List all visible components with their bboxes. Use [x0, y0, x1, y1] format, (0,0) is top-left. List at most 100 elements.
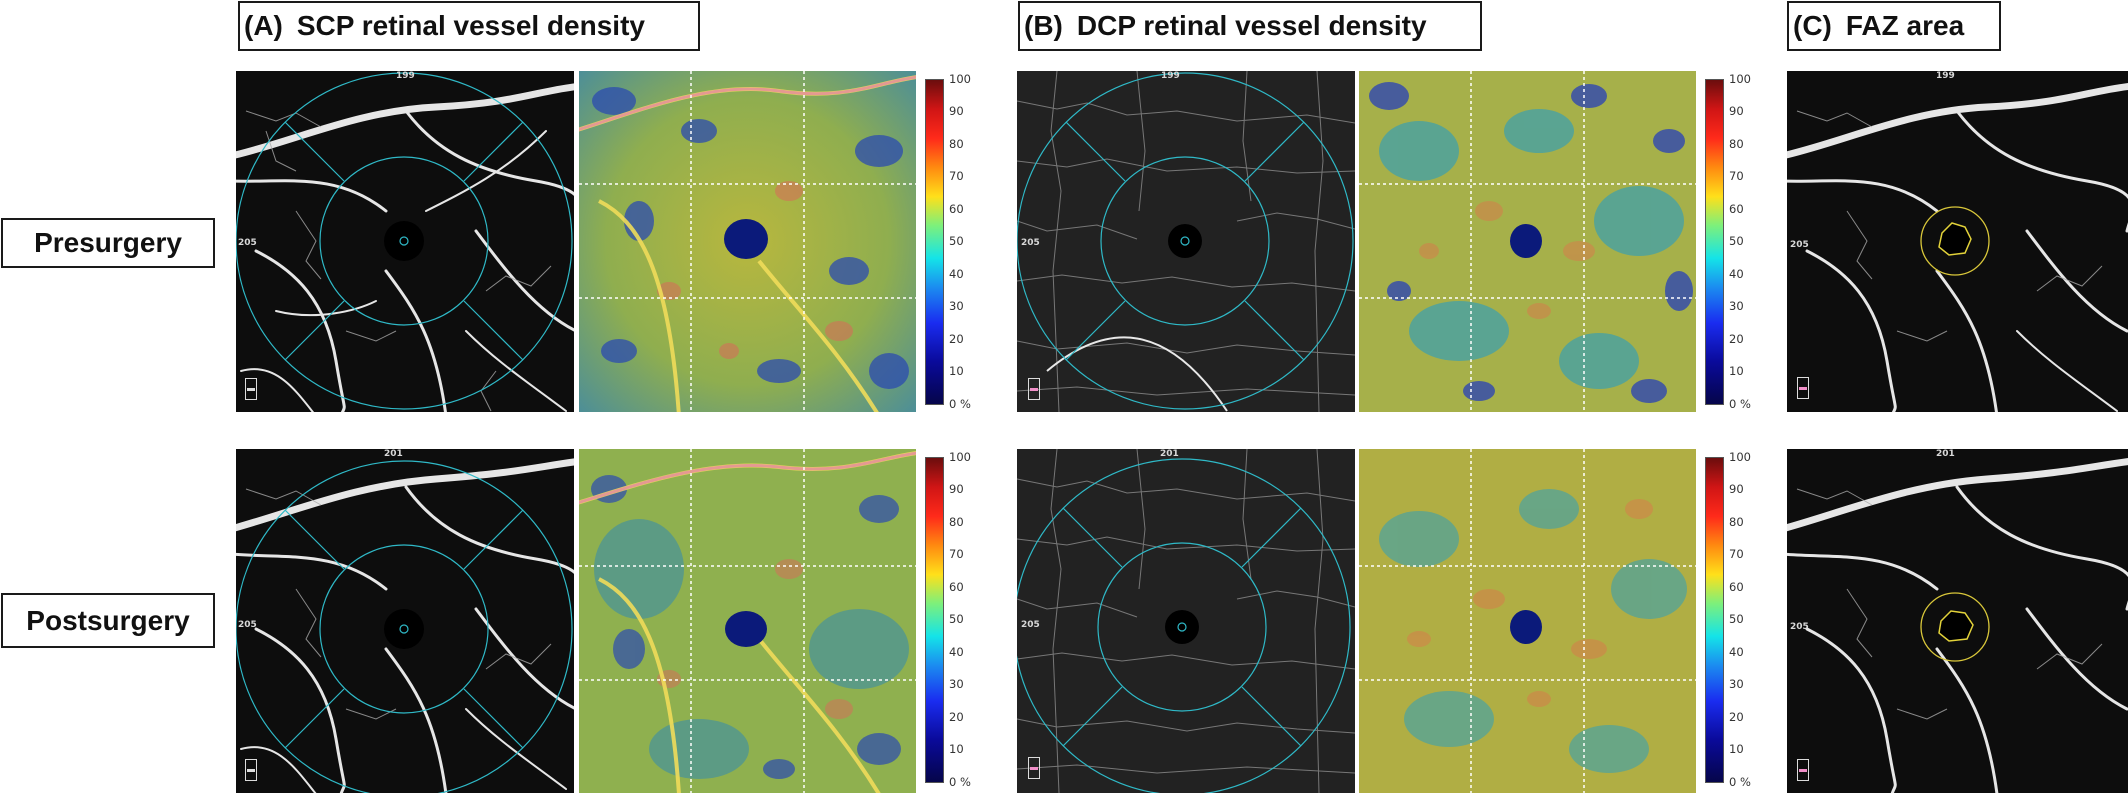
colorbar-tick: 60 — [949, 202, 964, 216]
scp-density-map-post-graphic — [579, 449, 916, 793]
colorbar-tick: 80 — [1729, 515, 1744, 529]
colorbar-tick: 90 — [949, 104, 964, 118]
faz-angiogram-post: 201 205 — [1787, 449, 2128, 793]
colorbar-tick: 90 — [1729, 482, 1744, 496]
dcp-density-map-pre — [1359, 71, 1696, 412]
scp-density-map-pre-graphic — [579, 71, 916, 412]
colorbar-tick: 20 — [949, 710, 964, 724]
section-header-a: (A) SCP retinal vessel density — [238, 1, 700, 51]
colorbar-tick: 50 — [949, 234, 964, 248]
faz-angiogram-post-graphic — [1787, 458, 2128, 793]
colorbar-tick: 100 — [949, 450, 971, 464]
section-title-a: SCP retinal vessel density — [296, 10, 645, 41]
section-header-b: (B) DCP retinal vessel density — [1018, 1, 1482, 51]
colorbar-tick: 0 % — [1729, 775, 1751, 789]
colorbar-scp-pre: 100 90 80 70 60 50 40 30 20 10 0 % — [925, 73, 1005, 415]
colorbar-tick: 10 — [949, 364, 964, 378]
colorbar-tick: 30 — [1729, 677, 1744, 691]
colorbar-tick: 60 — [1729, 202, 1744, 216]
scp-angiogram-pre: 199 205 — [236, 71, 574, 412]
scan-left-label: 205 — [1790, 240, 1809, 250]
colorbar-gradient — [925, 79, 944, 405]
colorbar-tick: 70 — [949, 169, 964, 183]
scp-density-map-pre — [579, 71, 916, 412]
colorbar-tick: 90 — [1729, 104, 1744, 118]
scp-angiogram-post-graphic — [236, 458, 574, 793]
layer-icon — [245, 759, 257, 781]
scan-left-label: 205 — [238, 238, 257, 248]
colorbar-tick: 70 — [1729, 169, 1744, 183]
colorbar-tick: 80 — [949, 515, 964, 529]
colorbar-tick: 10 — [1729, 364, 1744, 378]
colorbar-tick: 20 — [1729, 332, 1744, 346]
colorbar-tick: 70 — [949, 547, 964, 561]
dcp-angiogram-pre-graphic — [1017, 71, 1355, 412]
colorbar-tick: 10 — [949, 742, 964, 756]
section-tag-a: (A) — [244, 10, 283, 41]
scan-left-label: 205 — [1021, 238, 1040, 248]
scan-left-label: 205 — [238, 620, 257, 630]
scp-angiogram-pre-graphic — [236, 72, 574, 412]
colorbar-tick: 0 % — [1729, 397, 1751, 411]
layer-icon — [1797, 759, 1809, 781]
colorbar-tick: 70 — [1729, 547, 1744, 561]
colorbar-scp-post: 100 90 80 70 60 50 40 30 20 10 0 % — [925, 451, 1005, 793]
colorbar-tick: 40 — [949, 267, 964, 281]
scan-top-label: 201 — [1936, 449, 1955, 459]
row-label-presurgery: Presurgery — [1, 218, 215, 268]
colorbar-tick: 20 — [1729, 710, 1744, 724]
dcp-density-map-post-graphic — [1359, 449, 1696, 793]
colorbar-dcp-post: 100 90 80 70 60 50 40 30 20 10 0 % — [1705, 451, 1785, 793]
layer-icon — [1028, 757, 1040, 779]
colorbar-tick: 10 — [1729, 742, 1744, 756]
scan-left-label: 205 — [1021, 620, 1040, 630]
colorbar-tick: 100 — [1729, 450, 1751, 464]
section-title-b: DCP retinal vessel density — [1076, 10, 1427, 41]
scan-top-label: 201 — [384, 449, 403, 459]
colorbar-tick: 30 — [949, 677, 964, 691]
colorbar-tick: 80 — [949, 137, 964, 151]
colorbar-tick: 40 — [1729, 645, 1744, 659]
dcp-angiogram-pre: 199 205 — [1017, 71, 1355, 412]
colorbar-gradient — [1705, 457, 1724, 783]
colorbar-tick: 50 — [1729, 612, 1744, 626]
colorbar-tick: 60 — [1729, 580, 1744, 594]
scan-top-label: 199 — [396, 71, 415, 81]
colorbar-tick: 20 — [949, 332, 964, 346]
colorbar-dcp-pre: 100 90 80 70 60 50 40 30 20 10 0 % — [1705, 73, 1785, 415]
faz-angiogram-pre-graphic — [1787, 82, 2128, 412]
colorbar-tick: 0 % — [949, 775, 971, 789]
colorbar-tick: 100 — [949, 72, 971, 86]
colorbar-gradient — [925, 457, 944, 783]
colorbar-gradient — [1705, 79, 1724, 405]
scan-top-label: 199 — [1161, 71, 1180, 81]
section-tag-c: (C) — [1793, 10, 1832, 41]
scan-top-label: 201 — [1160, 449, 1179, 459]
layer-icon — [245, 378, 257, 400]
layer-icon — [1797, 377, 1809, 399]
scan-top-label: 199 — [1936, 71, 1955, 81]
dcp-angiogram-post-graphic — [1017, 449, 1355, 793]
colorbar-tick: 50 — [1729, 234, 1744, 248]
colorbar-tick: 0 % — [949, 397, 971, 411]
section-header-c: (C) FAZ area — [1787, 1, 2001, 51]
colorbar-tick: 30 — [1729, 299, 1744, 313]
dcp-density-map-post — [1359, 449, 1696, 793]
colorbar-tick: 40 — [949, 645, 964, 659]
dcp-density-map-pre-graphic — [1359, 71, 1696, 412]
colorbar-tick: 90 — [949, 482, 964, 496]
row-label-postsurgery: Postsurgery — [1, 593, 215, 648]
scp-density-map-post — [579, 449, 916, 793]
colorbar-tick: 60 — [949, 580, 964, 594]
colorbar-tick: 50 — [949, 612, 964, 626]
section-tag-b: (B) — [1024, 10, 1063, 41]
colorbar-tick: 80 — [1729, 137, 1744, 151]
dcp-angiogram-post: 201 205 — [1017, 449, 1355, 793]
scan-left-label: 205 — [1790, 622, 1809, 632]
colorbar-tick: 100 — [1729, 72, 1751, 86]
layer-icon — [1028, 378, 1040, 400]
section-title-c: FAZ area — [1845, 10, 1965, 41]
scp-angiogram-post: 201 205 — [236, 449, 574, 793]
colorbar-tick: 30 — [949, 299, 964, 313]
faz-angiogram-pre: 199 205 — [1787, 71, 2128, 412]
